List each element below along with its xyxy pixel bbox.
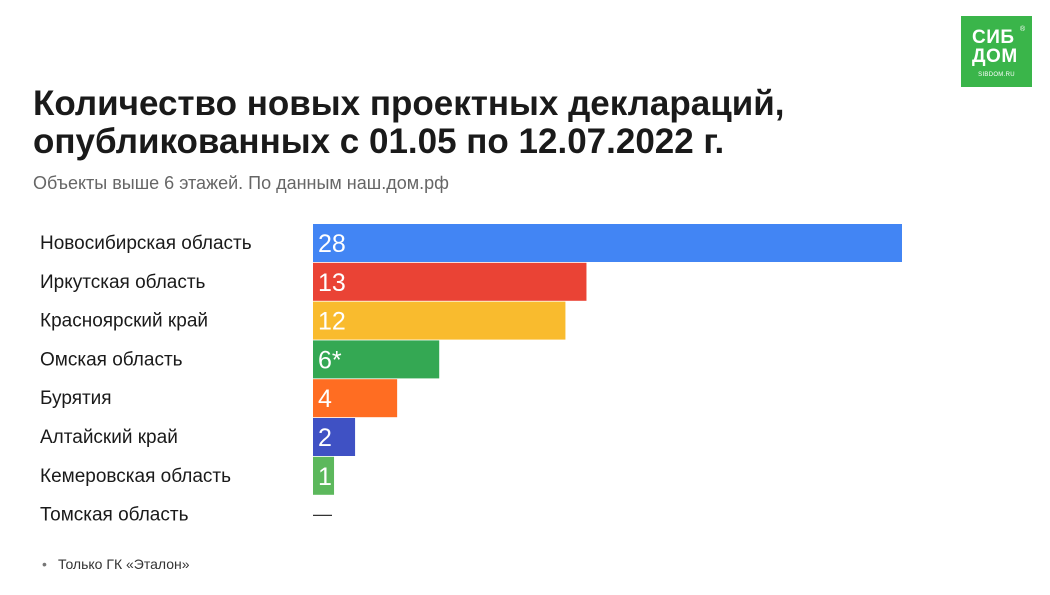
logo-text-line1: СИБ — [972, 27, 1015, 48]
chart-title: Количество новых проектных деклараций, о… — [33, 85, 785, 161]
logo-url: SIBDOM.RU — [978, 72, 1015, 78]
bar-value-label: — — [313, 505, 332, 526]
bar — [313, 262, 587, 301]
category-label: Томская область — [40, 505, 189, 526]
category-label: Алтайский край — [40, 427, 178, 448]
bar-value-label: 6* — [318, 346, 342, 374]
bar — [313, 340, 440, 379]
bar — [313, 456, 335, 495]
bar-value-label: 1 — [318, 463, 332, 491]
category-label: Красноярский край — [40, 311, 208, 332]
category-label: Новосибирская область — [40, 233, 252, 254]
bar-value-label: 12 — [318, 308, 346, 336]
bar — [313, 301, 566, 340]
bar — [313, 224, 902, 262]
logo-text-line2: ДОМ — [972, 46, 1018, 67]
chart-title-line1: Количество новых проектных деклараций, — [33, 84, 785, 123]
category-label: Кемеровская область — [40, 466, 231, 487]
footnote-text: Только ГК «Эталон» — [58, 556, 190, 572]
bar-chart: Новосибирская область 28 Иркутская область… — [40, 224, 902, 526]
bar — [313, 418, 356, 456]
category-label: Бурятия — [40, 388, 112, 409]
bar-value-label: 2 — [318, 424, 332, 452]
category-label: Иркутская область — [40, 272, 206, 293]
bar-value-label: 28 — [318, 230, 346, 258]
chart-title-line2: опубликованных с 01.05 по 12.07.2022 г. — [33, 122, 725, 161]
bar-value-label: 13 — [318, 269, 346, 297]
footnote-bullet: • — [42, 556, 47, 572]
chart-subtitle: Объекты выше 6 этажей. По данным наш.дом… — [33, 173, 449, 193]
bar — [313, 379, 398, 418]
footnote: • Только ГК «Эталон» — [42, 555, 190, 573]
sibdom-logo: СИБ ДОМ ® SIBDOM.RU — [961, 16, 1032, 87]
bar-value-label: 4 — [318, 385, 332, 413]
logo-registered-mark: ® — [1020, 26, 1026, 33]
category-label: Омская область — [40, 349, 183, 370]
